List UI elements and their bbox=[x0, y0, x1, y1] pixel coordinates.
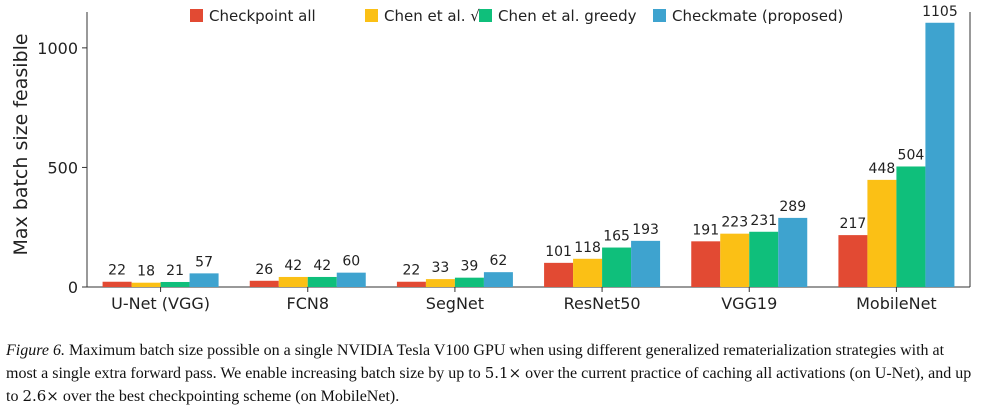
bar-value-label: 1105 bbox=[922, 4, 958, 20]
bar-value-label: 62 bbox=[490, 253, 508, 269]
bar-value-label: 60 bbox=[342, 254, 360, 270]
bar-value-label: 191 bbox=[692, 222, 719, 238]
bar-value-label: 26 bbox=[255, 262, 273, 278]
bar bbox=[778, 217, 808, 287]
bar bbox=[131, 282, 161, 287]
bar-value-label: 18 bbox=[137, 264, 155, 280]
bar bbox=[336, 272, 366, 287]
bar-value-label: 22 bbox=[108, 263, 126, 279]
x-tick-label: MobileNet bbox=[856, 294, 937, 313]
bar bbox=[691, 241, 721, 287]
figure-caption: Figure 6. Maximum batch size possible on… bbox=[6, 340, 978, 408]
bar bbox=[425, 279, 455, 287]
bar-value-label: 217 bbox=[840, 216, 867, 232]
y-axis-label: Max batch size feasible bbox=[10, 33, 32, 255]
bar-value-label: 231 bbox=[750, 213, 777, 229]
x-tick-label: ResNet50 bbox=[564, 294, 641, 313]
bar-value-label: 448 bbox=[869, 161, 896, 177]
bar-value-label: 22 bbox=[403, 263, 421, 279]
bar bbox=[720, 233, 750, 287]
legend: Checkpoint all Chen et al. √n Chen et al. … bbox=[190, 7, 843, 25]
bar bbox=[925, 22, 955, 288]
bar-value-label: 33 bbox=[432, 260, 450, 276]
y-tick-label: 500 bbox=[47, 158, 78, 177]
caption-text-3: over the best checkpointing scheme (on M… bbox=[58, 388, 400, 405]
bar bbox=[102, 281, 132, 287]
y-tick-label: 0 bbox=[68, 278, 78, 297]
legend-label: Chen et al. greedy bbox=[498, 7, 637, 25]
bar bbox=[189, 273, 219, 287]
legend-label: Chen et al. √n bbox=[384, 7, 489, 25]
bar bbox=[631, 240, 661, 287]
legend-swatch bbox=[190, 9, 203, 22]
bar-value-label: 101 bbox=[545, 244, 572, 260]
bar bbox=[838, 235, 868, 287]
plot-area: 0 500 1000 22 18 21 57 U-Net (VGG) 26 42 42 60 FCN8 2… bbox=[37, 4, 971, 313]
bar bbox=[573, 258, 603, 287]
bar bbox=[749, 231, 779, 287]
bar bbox=[483, 272, 513, 287]
bar bbox=[396, 281, 426, 287]
bar-value-label: 193 bbox=[632, 222, 659, 238]
bar-value-label: 39 bbox=[461, 259, 479, 275]
bar-value-label: 57 bbox=[195, 254, 213, 270]
caption-factor-2: 2.6× bbox=[22, 387, 59, 405]
legend-swatch bbox=[653, 9, 666, 22]
y-tick-label: 1000 bbox=[37, 39, 78, 58]
legend-swatch bbox=[365, 9, 378, 22]
caption-text-2: over the current practice of caching all… bbox=[6, 365, 972, 405]
bar-value-label: 289 bbox=[779, 199, 806, 215]
bar-value-label: 223 bbox=[721, 215, 748, 231]
bar-value-label: 504 bbox=[898, 147, 925, 163]
bar-value-label: 21 bbox=[166, 263, 184, 279]
legend-swatch bbox=[479, 9, 492, 22]
x-tick-label: SegNet bbox=[426, 294, 484, 313]
bar-chart: Max batch size feasible Checkpoint all Ch… bbox=[10, 4, 971, 313]
y-axis-title: Max batch size feasible bbox=[10, 33, 32, 255]
caption-label: Figure 6. bbox=[6, 342, 65, 359]
bar-value-label: 42 bbox=[313, 258, 331, 274]
bar-value-label: 165 bbox=[603, 229, 630, 245]
x-tick-label: FCN8 bbox=[286, 294, 329, 313]
bar bbox=[544, 262, 574, 287]
bar-value-label: 42 bbox=[284, 258, 302, 274]
legend-label: Checkmate (proposed) bbox=[672, 7, 843, 25]
bar bbox=[896, 166, 926, 287]
bar bbox=[160, 281, 190, 287]
bar bbox=[867, 179, 897, 287]
bar bbox=[602, 247, 632, 287]
legend-label: Checkpoint all bbox=[209, 7, 316, 25]
bar bbox=[454, 277, 484, 287]
bar bbox=[307, 276, 337, 287]
caption-text-1: Maximum batch size possible on a single … bbox=[6, 342, 945, 382]
caption-factor-1: 5.1× bbox=[484, 364, 522, 382]
bar-value-label: 118 bbox=[574, 240, 601, 256]
x-tick-label: VGG19 bbox=[721, 294, 777, 313]
x-tick-label: U-Net (VGG) bbox=[111, 294, 210, 313]
bar bbox=[278, 276, 308, 287]
bar bbox=[249, 280, 279, 287]
